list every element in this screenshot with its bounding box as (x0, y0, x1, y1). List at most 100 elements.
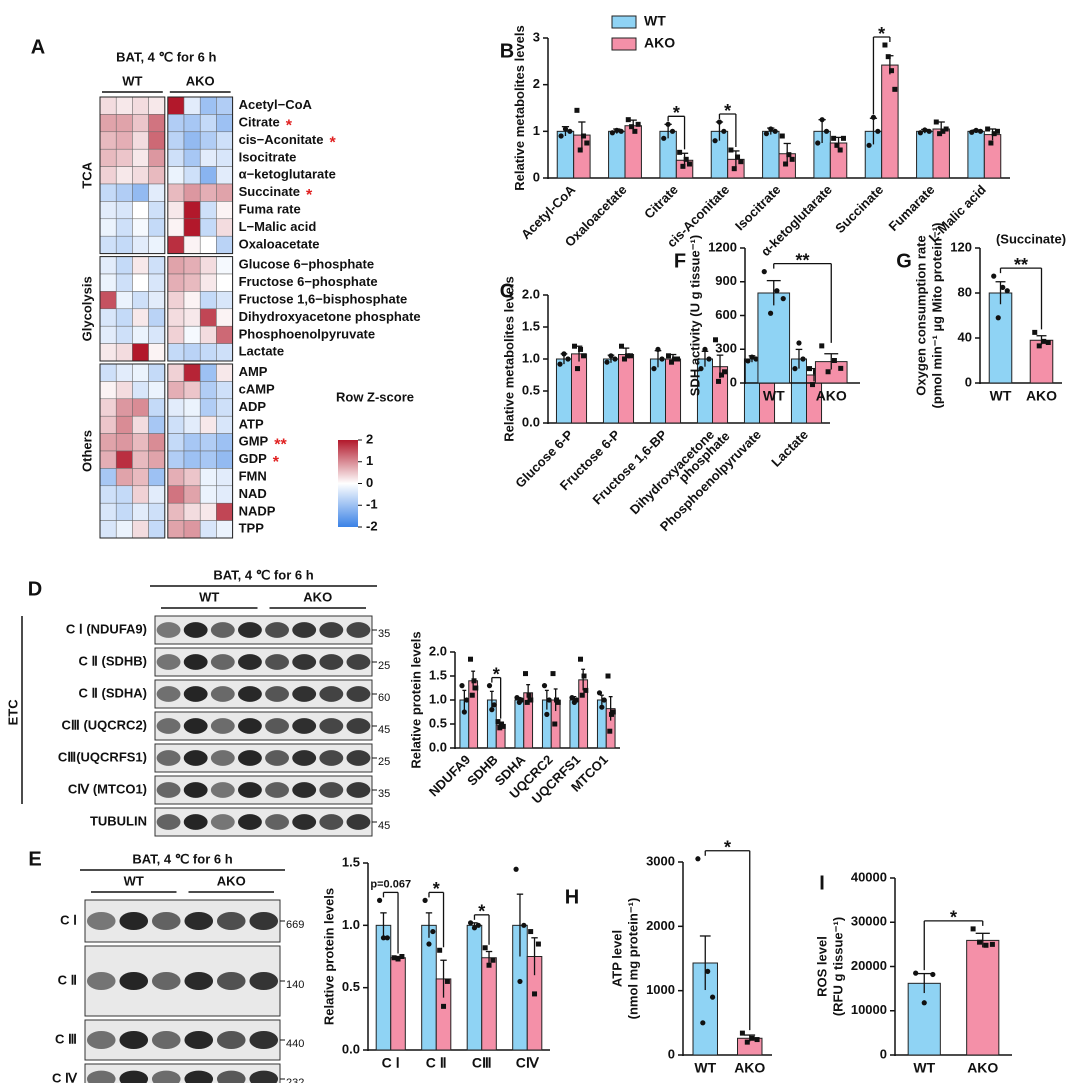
heatmap-cell (148, 520, 166, 539)
heatmap-cell (132, 381, 149, 400)
blot-band (292, 622, 317, 638)
blot-band (119, 972, 149, 990)
heatmap-cell (99, 381, 117, 400)
row-label: TPP (239, 521, 265, 536)
data-point (572, 343, 578, 349)
data-point (780, 296, 786, 302)
heatmap-cell (148, 114, 166, 133)
blot-strip (84, 1019, 281, 1061)
mw-marker: 60 (378, 692, 390, 704)
heatmap-cell (132, 520, 149, 539)
heatmap-cell (115, 166, 133, 185)
data-point (614, 127, 620, 133)
data-point (651, 366, 657, 372)
blot-band (346, 622, 371, 638)
blot-band (156, 782, 181, 798)
heatmap-cell (167, 363, 185, 382)
y-tick-label: 600 (715, 307, 737, 322)
heatmap-cell (167, 502, 185, 521)
blot-band (183, 750, 208, 766)
heatmap-cell (99, 256, 117, 275)
data-point (823, 128, 830, 134)
blot-band (216, 972, 246, 990)
heatmap-cell (183, 114, 201, 133)
data-point (608, 353, 614, 359)
heatmap-cell (199, 148, 217, 167)
data-point (763, 131, 770, 137)
data-point (838, 365, 844, 371)
data-point (519, 697, 525, 703)
blot-band (319, 654, 344, 670)
data-point (574, 107, 580, 113)
data-point (513, 866, 519, 872)
data-point (709, 994, 716, 1000)
blot-band (292, 654, 317, 670)
data-point (528, 697, 534, 703)
heatmap-cell (167, 381, 185, 400)
y-tick-label: 0 (880, 1046, 887, 1061)
data-point (655, 346, 661, 352)
row-group-label: Glycolysis (79, 276, 94, 341)
blot-band (238, 814, 262, 830)
column-group-label: AKO (186, 73, 215, 88)
y-tick-label: 3000 (646, 853, 675, 868)
row-label: NAD (239, 486, 267, 501)
data-point (754, 1037, 760, 1043)
data-point (517, 978, 523, 985)
y-tick-label: 0 (730, 374, 737, 389)
data-point (728, 147, 734, 153)
data-point (541, 683, 548, 689)
data-point (444, 978, 450, 984)
panel-letter: E (28, 848, 41, 870)
significance-mark: * (330, 135, 337, 152)
data-point (437, 947, 443, 953)
mw-marker: 35 (378, 788, 390, 800)
data-point (632, 128, 638, 134)
heatmap-cell (167, 398, 185, 417)
row-label: Fructose 1,6−bisphosphate (239, 292, 408, 307)
blot-band (265, 814, 289, 830)
data-point (469, 692, 475, 698)
row-label: Glucose 6−phosphate (239, 257, 374, 272)
heatmap-cell (115, 468, 133, 487)
colorbar-tick-label: -1 (366, 497, 378, 512)
colorbar-tick-label: 0 (366, 475, 373, 490)
data-point (459, 683, 465, 689)
blot-row-label: C Ⅰ (NDUFA9) (66, 621, 147, 636)
data-point (430, 928, 436, 935)
column-group-label: WT (122, 73, 142, 88)
heatmap-cell (115, 325, 133, 344)
blot-band (210, 622, 235, 638)
heatmap-cell (183, 520, 201, 539)
row-label: Lactate (239, 344, 285, 359)
heatmap-cell (132, 485, 149, 504)
blot-band (86, 1031, 116, 1049)
data-point (831, 135, 837, 141)
column-group-label: AKO (217, 873, 246, 888)
mw-marker: 35 (378, 628, 390, 640)
panel-letter: A (31, 36, 45, 58)
data-point (796, 340, 802, 346)
bar (762, 130, 780, 179)
data-point (810, 382, 816, 388)
blot-band (184, 1031, 214, 1049)
heatmap-cell (148, 201, 166, 220)
heatmap-cell (148, 291, 166, 310)
bar (569, 699, 580, 749)
blot-band (183, 686, 208, 702)
heatmap-cell (167, 433, 185, 452)
heatmap-cell (148, 363, 166, 382)
heatmap-cell (183, 235, 201, 254)
data-point (753, 356, 759, 362)
heatmap-cell (99, 415, 117, 434)
heatmap-cell (148, 398, 166, 417)
heatmap-cell (167, 256, 185, 275)
significance-label: * (724, 101, 731, 121)
data-point (837, 147, 843, 153)
blot-band (184, 912, 214, 930)
significance-label: * (478, 902, 485, 922)
blot-band (156, 654, 181, 670)
data-point (599, 704, 605, 710)
y-tick-label: 40000 (851, 869, 887, 884)
x-tick-label: AKO (967, 1060, 998, 1076)
